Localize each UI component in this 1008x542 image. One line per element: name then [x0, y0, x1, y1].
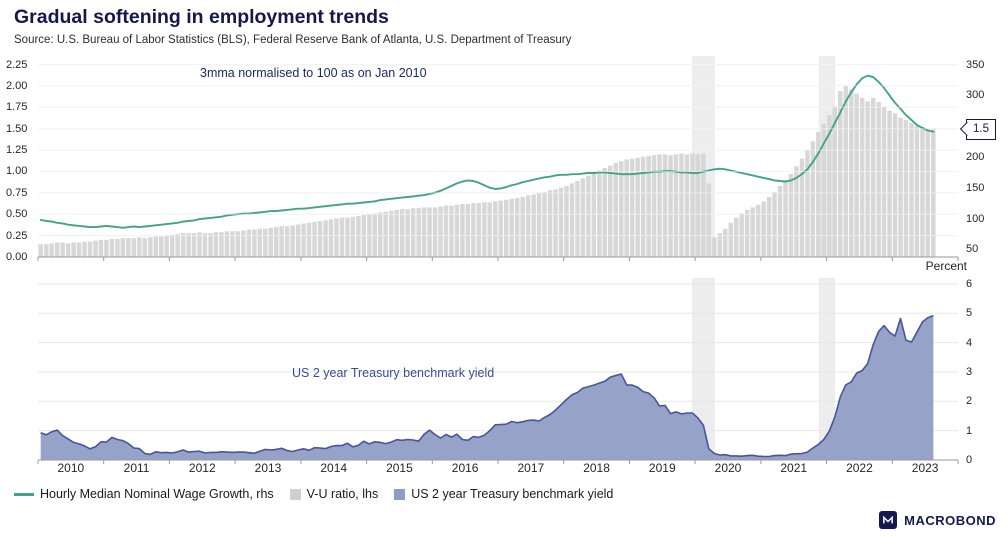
tick-label: 2 — [966, 395, 973, 408]
x-axis-year-label: 2016 — [451, 461, 479, 475]
tick-label: 6 — [966, 277, 973, 290]
page-title: Gradual softening in employment trends — [14, 6, 389, 28]
tick-label: 150 — [966, 181, 985, 194]
tick-label: 50 — [966, 243, 979, 256]
x-axis-year-label: 2019 — [648, 461, 676, 475]
x-axis-year-label: 2017 — [517, 461, 545, 475]
top-annotation: 3mma normalised to 100 as on Jan 2010 — [200, 66, 427, 80]
legend-item-vu-ratio: V-U ratio, lhs — [289, 487, 379, 501]
legend-label-vu-ratio: V-U ratio, lhs — [306, 487, 379, 501]
latest-value-flag: 1.5 — [966, 119, 996, 140]
legend-item-treasury: US 2 year Treasury benchmark yield — [394, 487, 613, 501]
macrobond-logo-icon — [879, 511, 898, 529]
tick-label: 1.75 — [6, 101, 28, 114]
source-line: Source: U.S. Bureau of Labor Statistics … — [14, 34, 572, 46]
x-axis-year-label: 2011 — [123, 461, 150, 475]
tick-label: 1.50 — [6, 122, 28, 135]
tick-label: 300 — [966, 89, 985, 102]
x-axis-year-label: 2015 — [386, 461, 413, 475]
macrobond-logo: MACROBOND — [879, 511, 996, 529]
x-axis-year-label: 2010 — [57, 461, 85, 475]
x-axis-year-label: 2013 — [254, 461, 282, 475]
tick-label: 0.50 — [6, 208, 28, 221]
macrobond-logo-text: MACROBOND — [904, 512, 996, 528]
legend: Hourly Median Nominal Wage Growth, rhs V… — [14, 487, 629, 501]
bottom-chart-panel — [37, 278, 959, 464]
percent-axis-title: Percent — [925, 259, 967, 273]
wage-growth-line-swatch-icon — [14, 492, 34, 496]
x-axis-year-label: 2021 — [780, 461, 808, 475]
x-axis-year-label: 2022 — [846, 461, 873, 475]
tick-label: 5 — [966, 307, 973, 320]
vu-ratio-square-swatch-icon — [289, 488, 301, 500]
tick-label: 1.00 — [6, 165, 28, 178]
x-axis-year-label: 2014 — [320, 461, 348, 475]
tick-label: 2.25 — [6, 58, 28, 71]
tick-label: 2.00 — [6, 79, 28, 92]
legend-label-wage-growth: Hourly Median Nominal Wage Growth, rhs — [40, 487, 274, 501]
tick-label: 100 — [966, 212, 985, 225]
tick-label: 1 — [966, 424, 973, 437]
top-chart-panel — [37, 56, 959, 261]
tick-label: 200 — [966, 150, 985, 163]
legend-item-wage-growth: Hourly Median Nominal Wage Growth, rhs — [14, 487, 274, 501]
x-axis-year-label: 2020 — [714, 461, 742, 475]
tick-label: 3 — [966, 365, 973, 378]
legend-label-treasury: US 2 year Treasury benchmark yield — [411, 487, 614, 501]
tick-label: 0 — [966, 454, 973, 466]
bottom-annotation: US 2 year Treasury benchmark yield — [292, 366, 495, 380]
x-axis-year-label: 2018 — [583, 461, 610, 475]
tick-label: 0.00 — [6, 251, 28, 263]
tick-label: 1.25 — [6, 144, 28, 157]
treasury-square-swatch-icon — [394, 488, 406, 500]
x-axis-year-label: 2012 — [188, 461, 216, 475]
tick-label: 4 — [966, 336, 973, 349]
tick-label: 350 — [966, 58, 985, 71]
x-axis-year-label: 2023 — [911, 461, 939, 475]
tick-label: 0.75 — [6, 186, 28, 199]
tick-label: 0.25 — [6, 229, 28, 242]
